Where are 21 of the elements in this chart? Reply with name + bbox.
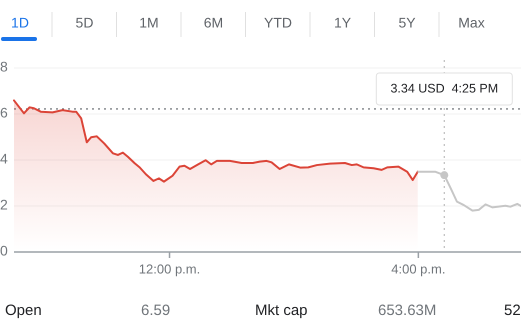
text: 5Y — [398, 14, 416, 31]
text: 653.63M — [378, 302, 436, 319]
text: 1M — [139, 14, 159, 31]
text: 5D — [76, 14, 94, 31]
text: 6M — [204, 14, 224, 31]
text: Max — [458, 14, 485, 31]
text: Open — [5, 302, 42, 319]
y-tick-label: 0 — [0, 242, 8, 259]
y-tick-label: 2 — [0, 196, 8, 213]
annotation: 3.34 USD 4:25 PM — [390, 81, 498, 96]
text: 1Y — [334, 14, 352, 31]
x-tick-label: 12:00 p.m. — [138, 261, 200, 276]
text: 6.59 — [141, 302, 170, 319]
text: YTD — [264, 14, 292, 31]
y-tick-label: 6 — [0, 104, 8, 121]
text: 1D — [11, 14, 29, 31]
y-tick-label: 8 — [0, 58, 8, 75]
x-tick-label: 4:00 p.m. — [391, 261, 446, 276]
text: 52 — [504, 302, 521, 319]
y-tick-label: 4 — [0, 150, 8, 167]
text: Mkt cap — [255, 302, 308, 319]
